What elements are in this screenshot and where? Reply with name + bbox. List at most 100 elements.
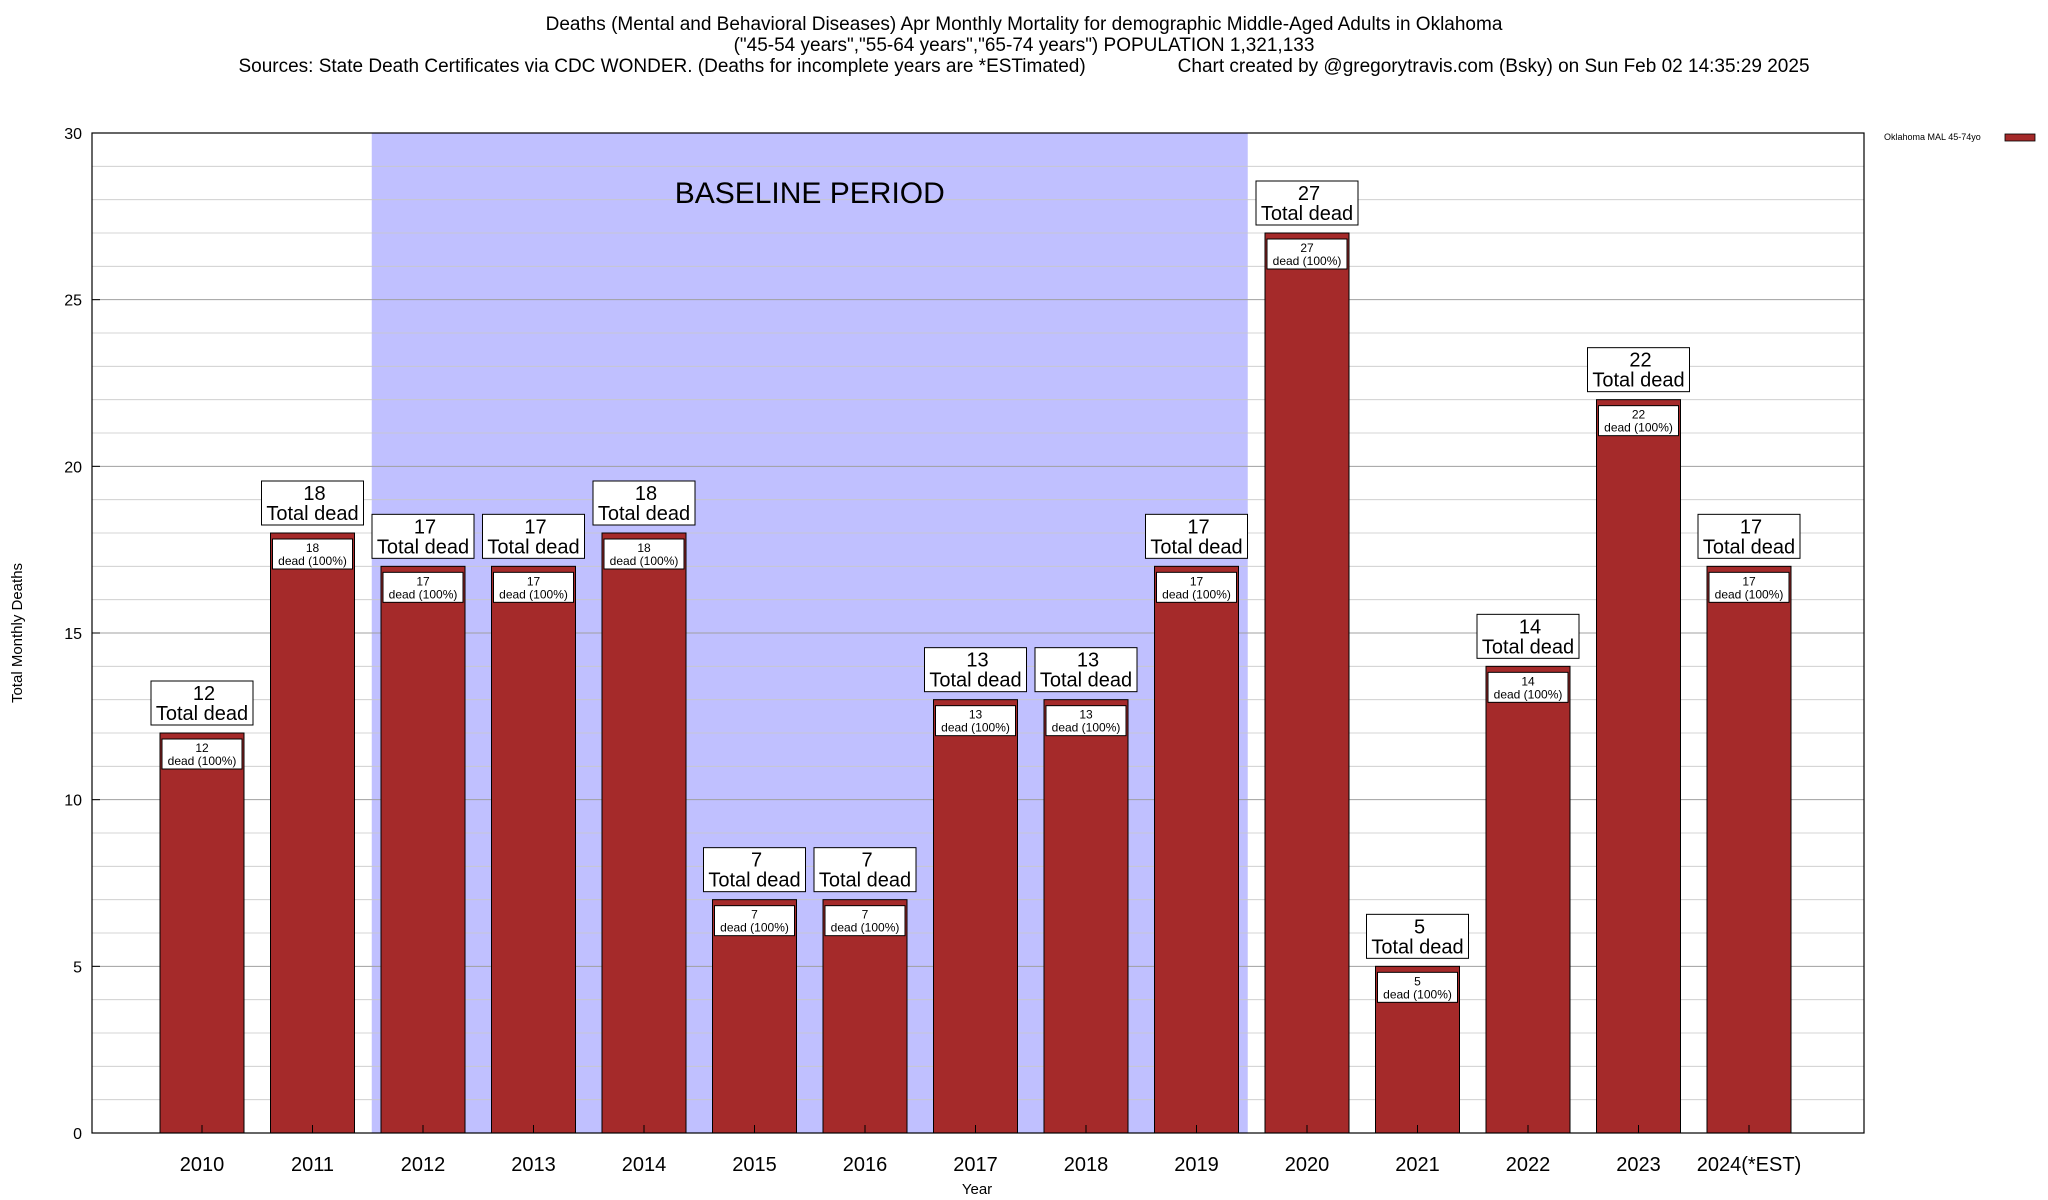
bar-total-value: 18 [635,483,657,505]
x-tick-label: 2013 [511,1154,556,1176]
bar-total-label: Total dead [266,503,358,525]
bar-total-label-box [592,480,696,526]
bar-total-label-box [813,847,917,893]
plot-border [91,132,1865,1134]
bar-total-value: 27 [1298,183,1320,205]
bar-total-label: Total dead [487,536,579,558]
bar-inner-value: 13 [969,708,983,722]
bar-inner-label-box [935,705,1016,737]
baseline-period-label: BASELINE PERIOD [675,177,945,210]
bar-total-label: Total dead [598,503,690,525]
bar-total-label: Total dead [708,870,800,892]
bar [601,532,687,1134]
bar-inner-value: 18 [306,541,320,555]
bar-total-label: Total dead [1592,370,1684,392]
bar-total-value: 13 [966,650,988,672]
chart-title-block: Deaths (Mental and Behavioral Diseases) … [0,14,2048,77]
bar-inner-label-box [1598,405,1679,437]
bar-inner-label: dead (100%) [1494,687,1563,701]
x-tick-label: 2011 [291,1154,334,1176]
bar-total-value: 7 [751,850,762,872]
bar-inner-value: 17 [416,574,430,588]
bar-inner-label-box [1045,705,1127,737]
bar-total-value: 12 [193,683,215,705]
bar-total-label-box [1366,913,1469,959]
x-tick-label: 2023 [1616,1154,1661,1176]
chart-subtitle: ("45-54 years","55-64 years","65-74 year… [733,35,1315,56]
bar-inner-value: 14 [1521,674,1535,688]
y-tick-label: 10 [64,793,82,810]
bar-inner-label-box [1487,671,1569,703]
bar-inner-value: 17 [527,574,541,588]
bar-inner-value: 22 [1632,408,1646,422]
bar [1596,399,1681,1134]
bar-inner-label-box [824,905,906,937]
bar [1154,565,1239,1134]
bar-total-label: Total dead [1371,936,1463,958]
bar-total-label: Total dead [156,703,248,725]
bar-total-value: 17 [1187,516,1209,538]
bar-total-value: 7 [861,850,872,872]
x-tick-label: 2022 [1506,1154,1551,1176]
bar-inner-label-box [1156,571,1237,603]
bar-inner-value: 7 [862,908,869,922]
bar-total-label: Total dead [1703,536,1795,558]
bar-inner-label-box [603,538,685,570]
bar [380,565,466,1134]
bar-inner-label: dead (100%) [610,554,679,568]
bar-inner-value: 17 [1190,574,1204,588]
bar-total-value: 14 [1519,616,1541,638]
bar-total-value: 22 [1629,350,1651,372]
x-axis-title: Year [962,1181,992,1198]
bar-inner-label-box [1377,971,1458,1003]
legend-swatch [2004,133,2036,142]
bar [491,565,576,1134]
y-tick-label: 0 [73,1126,82,1143]
chart-credit: Chart created by @gregorytravis.com (Bsk… [1177,56,1810,77]
x-tick-label: 2010 [180,1154,225,1176]
bar-inner-label-box [272,538,353,570]
bar-total-label-box [1255,180,1359,226]
bar-inner-label: dead (100%) [831,921,900,935]
bar-inner-value: 17 [1742,574,1756,588]
bar-inner-label: dead (100%) [1052,721,1121,735]
chart-title: Deaths (Mental and Behavioral Diseases) … [545,14,1503,35]
y-tick-label: 5 [73,959,82,976]
bar-inner-label: dead (100%) [1715,587,1784,601]
bar-inner-value: 5 [1414,974,1421,988]
bar-total-label: Total dead [377,536,469,558]
bar-inner-label: dead (100%) [1383,987,1452,1001]
y-axis-title: Total Monthly Deaths [9,563,26,703]
bar-inner-value: 7 [751,908,758,922]
bar-inner-label-box [161,738,243,770]
bar-inner-label: dead (100%) [499,587,568,601]
x-tick-label: 2019 [1174,1154,1219,1176]
chart-sources: Sources: State Death Certificates via CD… [238,56,1086,77]
x-tick-label: 2024(*EST) [1697,1154,1802,1176]
bar [822,899,908,1134]
bar [1485,665,1571,1134]
bar-total-label-box [482,513,585,559]
bar [270,532,355,1134]
bar-total-label: Total dead [1040,670,1132,692]
bar [1264,232,1350,1134]
y-tick-label: 15 [64,626,82,643]
bar-total-label-box [1587,347,1690,393]
bar-inner-label: dead (100%) [389,587,458,601]
bar-total-label-box [1476,613,1580,659]
bar-inner-label: dead (100%) [1162,587,1231,601]
x-tick-label: 2016 [843,1154,888,1176]
bar-total-label: Total dead [1482,636,1574,658]
bar [712,899,797,1134]
bar-total-label: Total dead [819,870,911,892]
x-tick-label: 2017 [953,1154,998,1176]
x-tick-label: 2021 [1395,1154,1440,1176]
y-tick-label: 25 [64,293,82,310]
chart-sources-line: Sources: State Death Certificates via CD… [0,56,2048,77]
x-tick-label: 2018 [1064,1154,1109,1176]
bar-total-label-box [924,647,1027,693]
bar-total-value: 18 [303,483,325,505]
x-tick-label: 2020 [1285,1154,1330,1176]
bar-inner-label: dead (100%) [720,921,789,935]
x-tick-label: 2014 [622,1154,667,1176]
